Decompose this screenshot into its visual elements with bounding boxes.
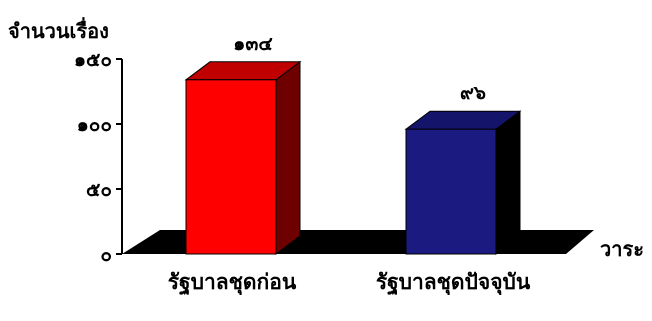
y-tick-label: ๑๐๐: [77, 114, 112, 136]
bars: [184, 60, 522, 255]
x-category-label: รัฐบาลชุดก่อน: [168, 270, 297, 296]
bar-value-label: ๑๓๔: [233, 33, 272, 55]
bar-side: [275, 60, 301, 255]
bar: [405, 128, 497, 255]
bar-side: [495, 110, 521, 255]
y-axis-label: จำนวนเรื่อง: [8, 16, 109, 43]
bar-group: [184, 60, 302, 255]
y-axis: ๐ ๕๐ ๑๐๐ ๑๕๐: [74, 49, 123, 266]
y-tick-label: ๐: [100, 244, 112, 266]
x-axis-label: วาระ: [600, 237, 644, 261]
y-tick-label: ๑๕๐: [74, 49, 112, 71]
bar-value-label: ๙๖: [460, 82, 486, 104]
y-tick-label: ๕๐: [86, 179, 112, 201]
bar: [185, 79, 277, 255]
bar-group: [404, 110, 522, 255]
x-category-label: รัฐบาลชุดปัจจุบัน: [376, 270, 531, 296]
